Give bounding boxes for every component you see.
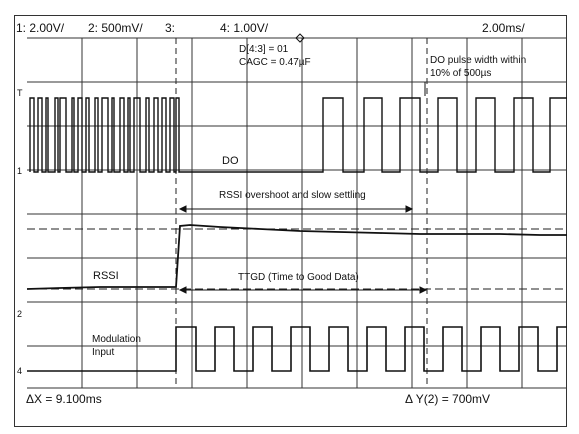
do-pulse-note-2: 10% of 500µs: [430, 68, 492, 79]
ch2-ground-marker[interactable]: 2: [17, 309, 23, 319]
ch4-scale: 4: 1.00V/: [220, 21, 269, 35]
rssi-trace: [26, 224, 567, 290]
ttgd-arrow: [178, 286, 428, 294]
grid-verticals: [81, 38, 523, 388]
ch4-ground-marker[interactable]: 4: [17, 366, 23, 376]
delta-x-readout: ΔX = 9.100ms: [26, 392, 102, 406]
modulation-trace: [27, 326, 567, 372]
modulation-label-2: Input: [92, 347, 115, 358]
do-pulse-note-1: DO pulse width within: [430, 55, 527, 66]
delta-y-readout: Δ Y(2) = 700mV: [405, 392, 491, 406]
trigger-position-marker[interactable]: [295, 33, 305, 43]
grid-horizontals: [27, 37, 567, 389]
ch1-ground-marker[interactable]: 1: [17, 166, 23, 176]
rssi-label: RSSI: [93, 270, 119, 282]
ttgd-note: TTGD (Time to Good Data): [238, 272, 359, 283]
ch2-scale: 2: 500mV/: [88, 21, 143, 35]
overshoot-arrow: [178, 205, 414, 213]
ch3-scale: 3:: [165, 21, 176, 35]
rssi-overshoot-note: RSSI overshoot and slow settling: [219, 190, 366, 201]
scope-frame: [14, 15, 567, 427]
ch1-scale: 1: 2.00V/: [16, 21, 65, 35]
trigger-level-marker[interactable]: T: [17, 88, 23, 98]
cagc-note: CAGC = 0.47µF: [239, 57, 311, 68]
modulation-label-1: Modulation: [92, 334, 141, 345]
timebase: 2.00ms/: [482, 21, 525, 35]
do-trace: [29, 97, 567, 173]
d-setting-note: D[4:3] = 01: [239, 44, 289, 55]
do-label: DO: [222, 155, 239, 167]
